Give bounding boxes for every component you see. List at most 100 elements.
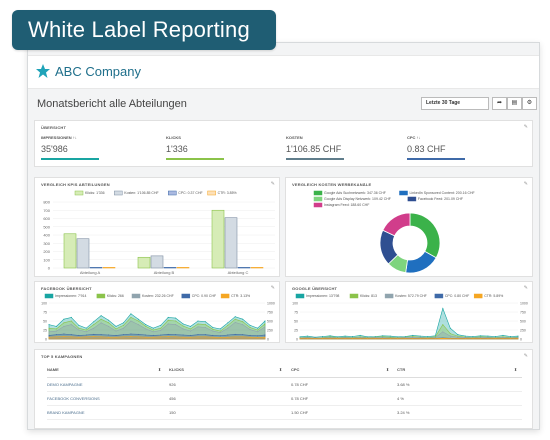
table-row[interactable]: DEMO KAMPAGNE 926 0.78 CHF 3.68 % [47,382,522,392]
data-point [412,336,414,338]
data-point [115,336,117,338]
data-point [322,335,324,337]
kpi-label: IMPRESSIONEN ↑↓ [41,135,77,140]
campaign-cpc: 1.50 CHF [291,410,309,415]
data-point [314,336,316,338]
data-point [494,338,496,340]
series-area [48,336,266,340]
data-point [442,337,444,339]
settings-button[interactable]: ⚙ [522,97,537,110]
table-row[interactable]: BRAND KAMPAGNE 150 1.50 CHF 3.24 % [47,410,522,420]
data-point [404,337,406,339]
data-point [78,334,80,336]
data-point [93,324,95,326]
edit-icon[interactable]: ✎ [523,285,528,291]
data-point [70,334,72,336]
data-point [249,334,251,336]
column-header-ctr[interactable]: CTR [397,367,406,372]
sort-icon[interactable]: ⬍ [158,367,162,372]
data-point [160,334,162,336]
data-point [227,322,229,324]
data-point [152,331,154,333]
data-point [167,316,169,318]
share-button[interactable]: ➦ [492,97,507,110]
data-point [182,334,184,336]
edit-icon[interactable]: ✎ [523,124,528,130]
series-area [299,324,519,340]
bar [237,267,251,269]
y-tick-label: 0 [45,338,47,342]
share-icon: ➦ [496,100,503,106]
data-point [70,316,72,318]
sort-icon[interactable]: ⬍ [279,367,283,372]
legend-swatch [44,293,54,299]
data-point [167,333,169,335]
data-point [374,338,376,340]
data-point [264,334,266,336]
column-header-clicks[interactable]: KLICKS [169,367,184,372]
pdf-button[interactable]: ▤ [507,97,522,110]
data-point [487,337,489,339]
data-point [70,320,72,322]
kpi-bar-chart: Klicks: 1'336 Kosten: 1'106.85 CHF CPC: 0.… [43,190,275,275]
data-point [329,338,331,340]
facebook-area-chart: Impressionen: 7'914 Klicks: 266 Kosten: 23… [41,293,275,342]
data-point [419,337,421,339]
edit-icon[interactable]: ✎ [270,181,275,187]
data-point [85,331,87,333]
data-point [257,335,259,337]
edit-icon[interactable]: ✎ [523,353,528,359]
column-header-name[interactable]: NAME [47,367,59,372]
data-point [212,328,214,330]
google-overview-panel: GOOGLE ÜBERSICHT ✎ Impressionen: 13'798 K… [285,281,533,343]
data-point [197,334,199,336]
edit-icon[interactable]: ✎ [523,181,528,187]
edit-icon[interactable]: ✎ [270,285,275,291]
data-point [479,336,481,338]
data-point [137,324,139,326]
data-point [100,336,102,338]
campaign-name-link[interactable]: FACEBOOK CONVERSIONS [47,396,100,401]
date-range-select[interactable]: Letzte 30 Tage [421,97,489,110]
y2-tick-label: 0 [267,338,269,342]
data-point [219,332,221,334]
y-tick-label: 500 [43,224,50,229]
data-point [100,315,102,317]
data-point [264,326,266,328]
data-point [299,336,301,338]
bar [137,256,151,269]
data-point [307,335,309,337]
data-point [190,330,192,332]
campaign-name-link[interactable]: BRAND KAMPAGNE [47,410,85,415]
data-point [160,329,162,331]
data-point [197,326,199,328]
sort-icon[interactable]: ⬍ [514,367,518,372]
data-point [197,336,199,338]
data-point [130,333,132,335]
column-header-cpc[interactable]: CPC [291,367,300,372]
data-point [85,329,87,331]
data-point [264,320,266,322]
data-point [509,338,511,340]
bar [224,217,238,269]
series-area [299,331,519,340]
dashboard-window: ABC Company Monatsbericht alle Abteilung… [27,42,540,430]
data-point [175,334,177,336]
y2-tick-label: 0 [520,338,522,342]
sort-icon[interactable]: ⬍ [386,367,390,372]
data-point [212,334,214,336]
data-point [242,318,244,320]
data-point [449,333,451,335]
data-point [234,321,236,323]
campaign-ctr: 3.68 % [397,382,410,387]
campaign-name-link[interactable]: DEMO KAMPAGNE [47,382,83,387]
table-row[interactable]: FACEBOOK CONVERSIONS 456 0.78 CHF 4 % [47,396,522,406]
data-point [167,323,169,325]
data-point [449,335,451,337]
data-point [464,338,466,340]
cost-comparison-title: VERGLEICH KOSTEN WERBEKANÄLE [292,182,372,187]
data-point [472,335,474,337]
data-point [249,326,251,328]
data-point [160,324,162,326]
legend-label: Instagram Feed: 188.60 CHF [324,203,369,207]
